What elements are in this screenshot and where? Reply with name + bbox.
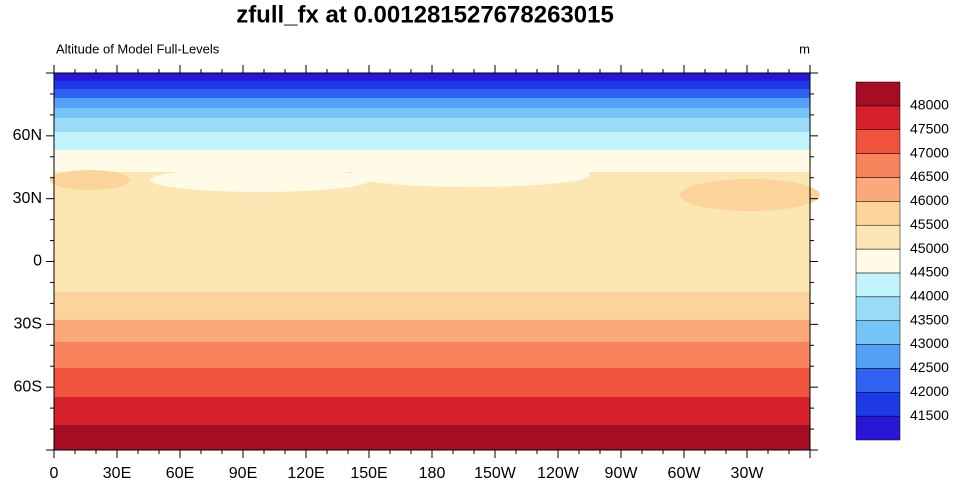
x-tick-label: 90W [605,465,639,482]
y-tick-label: 60N [13,127,42,144]
colorbar-box [855,272,901,298]
x-tick-label: 120E [287,465,324,482]
colorbar-box [855,201,901,226]
colorbar-label: 43000 [910,335,949,351]
contour-blob [350,163,590,187]
x-tick-label: 150W [474,465,517,482]
x-tick-label: 180 [419,465,446,482]
colorbar-box [855,153,901,178]
x-tick-label: 120W [537,465,580,482]
colorbar-label: 42500 [910,359,949,375]
contour-band [54,81,810,89]
colorbar-box [855,248,901,274]
x-tick-label: 60E [166,465,194,482]
y-tick-label: 30N [13,190,42,207]
colorbar-box [855,344,901,369]
contour-band [54,98,810,108]
colorbar-label: 41500 [910,407,949,423]
x-tick-label: 150E [350,465,387,482]
contour-blob [680,179,820,211]
x-tick-label: 30E [103,465,131,482]
contour-band [54,342,810,368]
colorbar-label: 45500 [910,216,949,232]
y-tick-label: 30S [14,316,42,333]
x-tick-label: 0 [50,465,59,482]
colorbar-label: 43500 [910,311,949,327]
contour-band [54,397,810,425]
colorbar-box [855,392,901,417]
colorbar-box [855,224,901,250]
y-tick-label: 0 [33,253,42,270]
colorbar-box [855,296,901,321]
contour-fill [50,73,820,450]
contour-band [54,368,810,397]
contour-band [54,150,810,172]
colorbar-box [855,320,901,345]
colorbar-label: 46500 [910,168,949,184]
colorbar-label: 46000 [910,192,949,208]
contour-band [54,425,810,450]
contour-band [54,89,810,98]
contour-band [54,292,810,320]
contour-band [54,132,810,150]
colorbar-label: 42000 [910,383,949,399]
colorbar: 41500 42000 42500 43000 43500 44000 44500 45000… [855,81,949,441]
colorbar-box [855,105,901,130]
contour-blob [150,168,370,192]
colorbar-label: 48000 [910,97,949,113]
y-tick-label: 60S [14,378,42,395]
colorbar-box [855,415,901,441]
colorbar-box [855,177,901,202]
colorbar-box [855,368,901,393]
contour-band [54,108,810,118]
colorbar-label: 47000 [910,144,949,160]
colorbar-box [855,81,901,107]
units: m [799,41,810,56]
left-label: Altitude of Model Full-Levels [56,41,220,56]
contour-band [54,118,810,132]
x-tick-label: 90E [229,465,257,482]
title: zfull_fx at 0.001281527678263015 [236,1,614,28]
colorbar-label: 45000 [910,240,949,256]
axis-ticks: 0 30E 60E 90E 120E 150E 180 150W 120W 90W 60W 30W 60… [13,65,818,482]
contour-blob [50,170,130,190]
colorbar-label: 47500 [910,120,949,136]
colorbar-box [855,129,901,154]
colorbar-label: 44000 [910,288,949,304]
colorbar-label: 44500 [910,264,949,280]
x-tick-label: 30W [731,465,765,482]
x-tick-label: 60W [668,465,702,482]
contour-band [54,73,810,81]
contour-band [54,320,810,342]
